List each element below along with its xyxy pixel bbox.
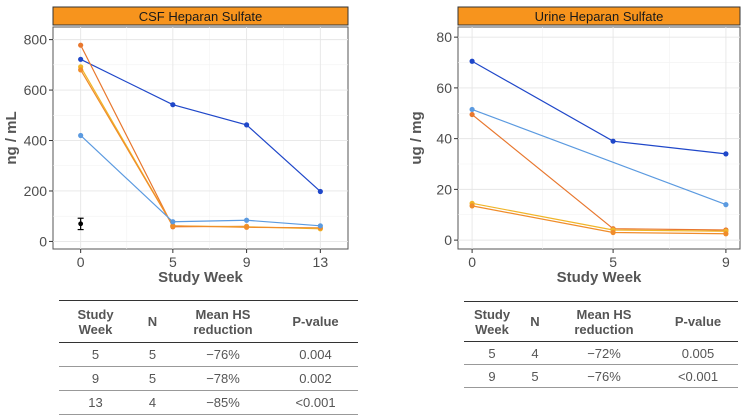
csf-y-tick-label: 600 — [24, 82, 48, 98]
column-header-mean-hs-reduction: Mean HS reduction — [574, 306, 634, 337]
csf-data-point — [78, 67, 84, 73]
csf-reference-point — [78, 221, 84, 227]
urine-y-tick-label: 0 — [444, 232, 452, 248]
table-cell: 5 — [531, 368, 539, 384]
urine-title-strip — [457, 6, 741, 26]
csf-results-table: Study Week N Mean HS reduction P-value 5… — [59, 300, 358, 415]
column-header-mean-hs-reduction: Mean HS reduction — [193, 306, 253, 337]
urine-data-point — [610, 138, 616, 144]
column-header-study-week: Study Week — [473, 306, 511, 337]
csf-x-tick-label: 9 — [243, 254, 251, 270]
csf-x-tick-label: 5 — [169, 254, 177, 270]
column-header-n: N — [530, 314, 540, 329]
csf-data-point — [78, 42, 84, 48]
csf-data-point — [243, 122, 250, 128]
csf-data-point — [317, 188, 323, 195]
csf-chart: CSF Heparan Sulfate 0 200 400 600 800 0 5 9 13 Stu… — [3, 6, 349, 286]
urine-data-point — [723, 202, 729, 208]
urine-x-tick-label: 5 — [609, 254, 617, 270]
csf-data-point — [317, 223, 323, 229]
column-header-p-value: P-value — [292, 314, 339, 329]
table-cell: 5 — [148, 371, 157, 386]
urine-y-tick-label: 20 — [436, 181, 452, 197]
table-cell: −85% — [206, 395, 240, 410]
table-cell: <0.001 — [295, 395, 336, 410]
table-cell: 9 — [91, 371, 100, 386]
csf-series-line — [80, 58, 321, 192]
urine-series-line — [471, 108, 727, 206]
csf-y-axis-label: ng / mL — [3, 111, 20, 164]
table-cell: −76% — [587, 368, 621, 384]
urine-chart: Urine Heparan Sulfate 0 20 40 60 80 0 5 9 Study W… — [408, 6, 741, 286]
table-cell: 0.002 — [299, 371, 332, 386]
urine-data-point — [723, 151, 729, 157]
urine-x-tick-label: 0 — [468, 254, 476, 270]
urine-y-tick-label: 60 — [436, 80, 452, 96]
column-header-study-week: Study Week — [77, 306, 114, 337]
table-row: 5 5 −76% 0.004 — [59, 343, 358, 367]
table-cell: 5 — [488, 345, 496, 361]
table-cell: −76% — [206, 347, 240, 362]
table-cell: 0.004 — [299, 347, 332, 362]
table-cell: 4 — [531, 345, 539, 361]
table-row: 9 5 −76% <0.001 — [464, 365, 738, 388]
csf-data-point — [243, 217, 250, 223]
csf-title-strip — [52, 6, 349, 26]
table-row: 9 5 −78% 0.002 — [59, 367, 358, 391]
csf-data-point — [170, 219, 176, 225]
urine-data-point — [610, 229, 616, 236]
urine-data-point — [723, 231, 729, 237]
csf-series-line — [80, 135, 321, 227]
csf-data-point — [243, 224, 250, 230]
urine-results-table: Study Week N Mean HS reduction P-value 5… — [464, 301, 738, 388]
csf-y-tick-label: 400 — [24, 133, 48, 149]
csf-x-tick-label: 0 — [77, 254, 85, 270]
table-cell: 5 — [91, 347, 100, 362]
csf-data-point — [170, 102, 176, 108]
urine-data-point — [469, 58, 475, 64]
csf-y-tick-label: 200 — [24, 183, 48, 199]
urine-chart-title: Urine Heparan Sulfate — [535, 9, 664, 24]
urine-x-tick-label: 9 — [722, 254, 730, 270]
csf-y-tick-label: 800 — [24, 32, 48, 48]
table-row: 5 4 −72% 0.005 — [464, 342, 738, 365]
urine-y-tick-label: 40 — [436, 131, 452, 147]
column-header-n: N — [147, 314, 158, 329]
table-cell: 5 — [148, 347, 157, 362]
csf-data-point — [78, 132, 84, 139]
table-cell: 13 — [88, 395, 103, 410]
csf-chart-title: CSF Heparan Sulfate — [139, 9, 263, 24]
table-cell: 4 — [148, 395, 157, 410]
csf-series-line — [80, 69, 321, 229]
table-row: 13 4 −85% <0.001 — [59, 391, 358, 415]
urine-data-point — [469, 111, 475, 118]
urine-data-point — [469, 203, 475, 209]
table-cell: <0.001 — [677, 368, 719, 384]
csf-y-tick-label: 0 — [39, 233, 47, 249]
csf-x-axis-label: Study Week — [158, 269, 243, 286]
csf-x-tick-label: 13 — [313, 254, 329, 270]
column-header-p-value: P-value — [674, 314, 722, 329]
csf-data-point — [170, 223, 176, 229]
urine-x-axis-label: Study Week — [557, 269, 642, 286]
csf-data-point — [78, 56, 84, 62]
table-cell: 9 — [488, 368, 496, 384]
urine-data-point — [469, 106, 475, 113]
urine-y-axis-label: ug / mg — [408, 111, 425, 164]
table-cell: 0.005 — [681, 345, 715, 361]
table-cell: −72% — [587, 345, 621, 361]
csf-plot-panel — [52, 26, 349, 250]
table-cell: −78% — [206, 371, 240, 386]
urine-y-tick-label: 80 — [436, 29, 452, 45]
